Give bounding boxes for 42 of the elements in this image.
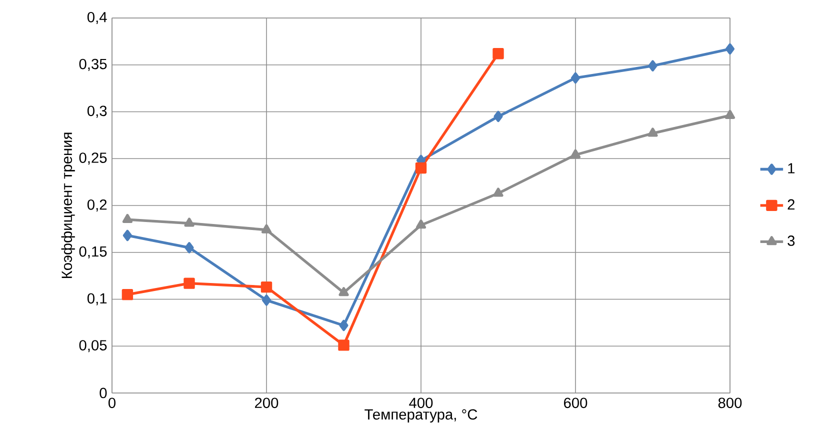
point	[184, 242, 194, 254]
point	[122, 288, 134, 300]
y-tick-label: 0,4	[87, 12, 107, 24]
x-tick-label: 400	[409, 398, 433, 408]
point	[648, 128, 658, 137]
legend-label: 1	[788, 163, 795, 174]
point	[122, 214, 132, 224]
legend-label: 3	[788, 236, 795, 246]
point	[416, 220, 426, 229]
point	[492, 48, 504, 60]
y-tick-label: 0,3	[87, 106, 107, 118]
point	[648, 60, 658, 72]
y-tick-label: 0,2	[87, 199, 107, 212]
legend-label: 2	[788, 199, 794, 210]
point	[725, 43, 735, 55]
point	[493, 188, 504, 197]
y-tick-label: 0,05	[79, 340, 107, 352]
point	[184, 278, 195, 289]
point	[570, 72, 580, 84]
point	[724, 110, 736, 119]
point	[338, 287, 349, 296]
y-tick-label: 0,35	[79, 58, 107, 71]
point	[260, 281, 272, 293]
point	[494, 110, 503, 122]
point	[339, 320, 348, 332]
point	[570, 149, 581, 158]
y-tick-label: 0,1	[87, 293, 107, 306]
point	[261, 224, 272, 234]
x-axis-title: Температура, °C	[364, 409, 478, 423]
x-tick-label: 0	[108, 398, 116, 408]
x-tick-label: 200	[254, 398, 278, 408]
y-tick-label: 0,15	[79, 246, 107, 258]
point	[122, 230, 132, 242]
y-tick-label: 0	[100, 388, 107, 398]
y-axis-title: Коэффициент трения	[61, 132, 75, 278]
y-tick-label: 0,25	[79, 152, 107, 165]
point	[184, 218, 194, 227]
point	[262, 294, 272, 306]
x-tick-label: 800	[718, 398, 742, 408]
x-tick-label: 600	[564, 398, 588, 408]
point	[415, 162, 427, 174]
point	[338, 340, 350, 351]
